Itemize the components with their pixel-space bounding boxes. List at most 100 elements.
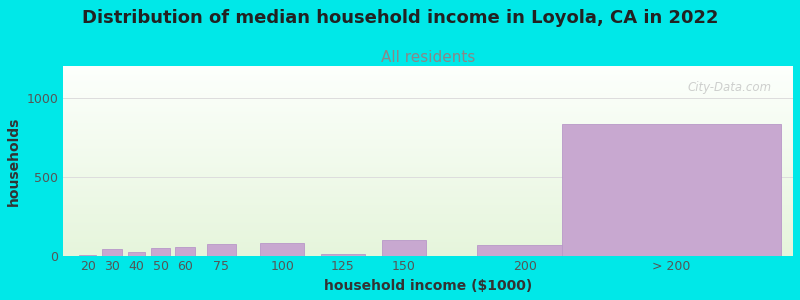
Bar	[63, 197, 793, 198]
Bar	[79, 255, 96, 256]
Bar	[63, 122, 793, 123]
Text: Distribution of median household income in Loyola, CA in 2022: Distribution of median household income …	[82, 9, 718, 27]
Bar	[63, 251, 793, 252]
Bar	[63, 191, 793, 192]
Bar	[321, 254, 365, 256]
Bar	[63, 190, 793, 191]
Bar	[63, 195, 793, 196]
Bar	[63, 207, 793, 208]
Bar	[63, 135, 793, 136]
Bar	[63, 143, 793, 144]
Bar	[63, 100, 793, 101]
Bar	[63, 160, 793, 161]
Bar	[63, 87, 793, 88]
Y-axis label: households: households	[7, 116, 21, 206]
Bar	[63, 128, 793, 129]
Bar	[63, 66, 793, 67]
Bar	[63, 185, 793, 186]
Bar	[63, 174, 793, 175]
Bar	[63, 167, 793, 168]
Bar	[63, 202, 793, 203]
Bar	[63, 125, 793, 126]
Bar	[63, 129, 793, 130]
Bar	[63, 80, 793, 81]
Bar	[63, 173, 793, 174]
Bar	[63, 193, 793, 194]
Bar	[63, 202, 793, 203]
Bar	[63, 182, 793, 183]
Bar	[63, 231, 793, 232]
Bar	[63, 158, 793, 159]
Bar	[63, 219, 793, 220]
Bar	[63, 249, 793, 250]
Bar	[63, 134, 793, 135]
Bar	[63, 90, 793, 91]
Bar	[63, 180, 793, 181]
Bar	[63, 152, 793, 153]
Bar	[63, 208, 793, 209]
Bar	[63, 199, 793, 200]
Bar	[63, 112, 793, 113]
Bar	[63, 69, 793, 70]
Bar	[63, 233, 793, 234]
Bar	[63, 132, 793, 133]
Bar	[63, 234, 793, 235]
Bar	[63, 186, 793, 188]
Bar	[63, 235, 793, 236]
Bar	[63, 130, 793, 131]
Bar	[63, 105, 793, 106]
Bar	[63, 92, 793, 94]
Bar	[63, 72, 793, 73]
Bar	[63, 250, 793, 251]
Bar	[63, 111, 793, 112]
Bar	[63, 153, 793, 154]
Bar	[63, 150, 793, 151]
Bar	[63, 149, 793, 150]
Bar	[63, 252, 793, 253]
Bar	[562, 124, 781, 256]
Bar	[151, 248, 170, 256]
Bar	[63, 151, 793, 152]
Bar	[63, 106, 793, 107]
Bar	[63, 137, 793, 138]
Bar	[63, 131, 793, 132]
Bar	[63, 91, 793, 92]
Bar	[63, 196, 793, 197]
Bar	[63, 246, 793, 247]
Bar	[63, 194, 793, 195]
X-axis label: household income ($1000): household income ($1000)	[324, 279, 532, 293]
Bar	[63, 159, 793, 160]
Bar	[63, 170, 793, 171]
Bar	[63, 165, 793, 166]
Bar	[63, 218, 793, 219]
Bar	[63, 73, 793, 74]
Bar	[63, 239, 793, 241]
Bar	[63, 232, 793, 233]
Bar	[63, 175, 793, 176]
Bar	[63, 201, 793, 202]
Bar	[63, 226, 793, 227]
Bar	[63, 94, 793, 95]
Bar	[63, 243, 793, 244]
Bar	[63, 244, 793, 245]
Bar	[63, 253, 793, 254]
Bar	[63, 238, 793, 239]
Bar	[63, 118, 793, 119]
Bar	[63, 141, 793, 142]
Bar	[63, 245, 793, 246]
Bar	[63, 127, 793, 128]
Bar	[63, 77, 793, 78]
Bar	[63, 178, 793, 179]
Bar	[63, 124, 793, 125]
Bar	[63, 142, 793, 143]
Bar	[206, 244, 236, 256]
Bar	[63, 70, 793, 71]
Bar	[63, 140, 793, 141]
Bar	[63, 71, 793, 72]
Bar	[63, 96, 793, 97]
Bar	[382, 240, 426, 256]
Bar	[63, 81, 793, 82]
Bar	[63, 184, 793, 185]
Bar	[63, 74, 793, 76]
Bar	[63, 86, 793, 87]
